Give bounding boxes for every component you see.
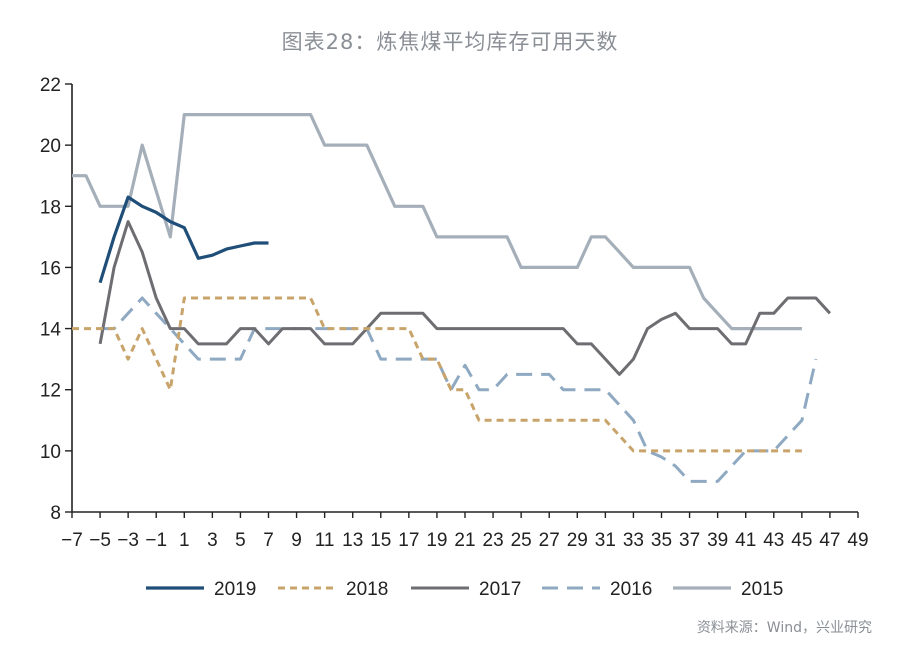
x-tick-label: 19 (426, 530, 447, 551)
y-tick-label: 8 (50, 503, 61, 524)
x-tick-label: 37 (679, 530, 700, 551)
x-tick-label: 25 (511, 530, 532, 551)
y-tick-label: 18 (40, 197, 61, 218)
x-tick-label: 39 (707, 530, 728, 551)
y-tick-label: 14 (40, 320, 62, 341)
series-line-2017 (98, 220, 832, 376)
x-tick-label: 33 (623, 530, 644, 551)
x-tick-label: 11 (315, 530, 335, 551)
legend-label-2017: 2017 (479, 579, 521, 600)
x-tick-label: 15 (370, 530, 391, 551)
x-tick-label: 43 (763, 530, 784, 551)
y-tick-label: 16 (40, 258, 61, 279)
x-tick-label: 21 (454, 530, 475, 551)
y-tick-label: 12 (40, 381, 61, 402)
series-line-2019 (98, 195, 269, 284)
series-layer (72, 112, 832, 483)
legend: 2019 2018 2017 2016 2015 (146, 579, 783, 600)
x-tick-label: 45 (791, 530, 812, 551)
x-tick-label: 31 (595, 530, 616, 551)
x-tick-label: 13 (342, 530, 363, 551)
x-tick-label: −5 (89, 530, 111, 551)
x-tick-label: 5 (235, 530, 246, 551)
x-tick-label: −1 (145, 530, 167, 551)
x-tick-label: 35 (651, 530, 672, 551)
legend-label-2015: 2015 (741, 579, 783, 600)
x-tick-label: 23 (483, 530, 504, 551)
x-tick-label: 17 (398, 530, 419, 551)
legend-label-2016: 2016 (610, 579, 652, 600)
series-line-2018 (72, 296, 802, 453)
x-tick-label: 49 (847, 530, 868, 551)
legend-label-2019: 2019 (214, 579, 256, 600)
series-line-2015 (72, 112, 802, 331)
x-tick-label: 3 (207, 530, 218, 551)
x-tick-label: 7 (263, 530, 274, 551)
x-tick-label: 9 (291, 530, 302, 551)
legend-label-2018: 2018 (346, 579, 388, 600)
x-tick-label: 29 (567, 530, 588, 551)
x-tick-label: 1 (179, 530, 190, 551)
series-line-2016 (100, 296, 818, 483)
x-tick-label: 41 (735, 530, 756, 551)
x-tick-label: 27 (539, 530, 560, 551)
chart-title: 图表28：炼焦煤平均库存可用天数 (281, 30, 619, 54)
y-tick-label: 20 (40, 136, 61, 157)
x-tick-label: −3 (117, 530, 139, 551)
y-tick-label: 22 (40, 75, 61, 96)
y-tick-label: 10 (40, 442, 61, 463)
x-tick-label: −7 (61, 530, 83, 551)
source-note: 资料来源：Wind，兴业研究 (696, 620, 872, 636)
x-tick-label: 47 (819, 530, 840, 551)
